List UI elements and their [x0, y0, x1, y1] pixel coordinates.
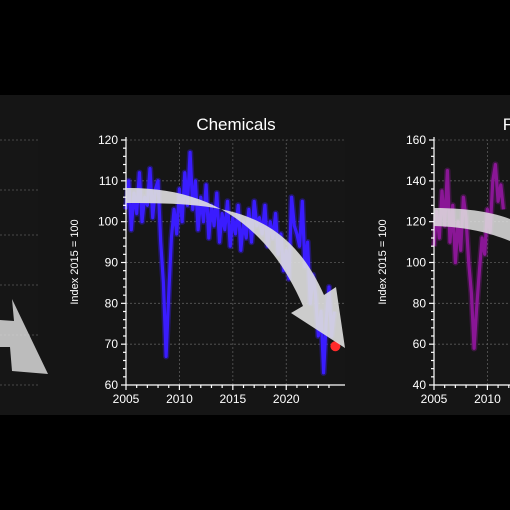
chemicals-x-tick-label-2: 2015: [219, 392, 246, 406]
right-x-tick-label-1: 2010: [474, 392, 501, 406]
left-trend-arrow: [0, 299, 48, 374]
right-x-tick-label-0: 2005: [421, 392, 448, 406]
chemicals-title: Chemicals: [196, 115, 275, 134]
right-y-tick-label-2: 80: [413, 296, 427, 310]
panel-chemicals: Chemicals 60 70 80 90 100 110 120 2005 2010 2015 2…: [69, 115, 345, 406]
chemicals-y-tick-label-1: 70: [105, 337, 119, 351]
chemicals-x-tick-label-0: 2005: [113, 392, 140, 406]
right-y-tick-label-0: 40: [413, 378, 427, 392]
panel-right: F 40 60 80 100 120 140 160 2005 2010 Index 2015 …: [377, 115, 510, 406]
chemicals-y-axis-label: Index 2015 = 100: [69, 219, 81, 304]
right-y-tick-label-3: 100: [406, 256, 426, 270]
right-y-tick-label-1: 60: [413, 337, 427, 351]
chart-strip: Chemicals 60 70 80 90 100 110 120 2005 2010 2015 2…: [0, 95, 510, 415]
chemicals-trend-arrow: [126, 187, 345, 348]
chemicals-highlight-point: [330, 341, 341, 352]
chemicals-x-tick-label-3: 2020: [273, 392, 300, 406]
right-y-tick-label-4: 120: [406, 215, 426, 229]
right-y-tick-label-6: 160: [406, 133, 426, 147]
chemicals-y-tick-label-2: 80: [105, 296, 119, 310]
right-series-line: [432, 162, 505, 350]
chemicals-y-tick-label-4: 100: [98, 215, 118, 229]
right-y-tick-label-5: 140: [406, 174, 426, 188]
right-y-axis-label: Index 2015 = 100: [377, 219, 389, 304]
right-trend-arrow: [434, 208, 510, 241]
chemicals-series-line: [124, 150, 336, 375]
chemicals-y-tick-label-5: 110: [99, 174, 118, 188]
chemicals-y-tick-label-0: 60: [105, 378, 119, 392]
chemicals-x-tick-label-1: 2010: [166, 392, 193, 406]
chemicals-y-tick-label-3: 90: [105, 256, 119, 270]
right-partial-title: F: [503, 115, 510, 134]
chart-canvas: Chemicals 60 70 80 90 100 110 120 2005 2010 2015 2…: [0, 115, 510, 406]
chemicals-y-tick-label-6: 120: [98, 133, 118, 147]
